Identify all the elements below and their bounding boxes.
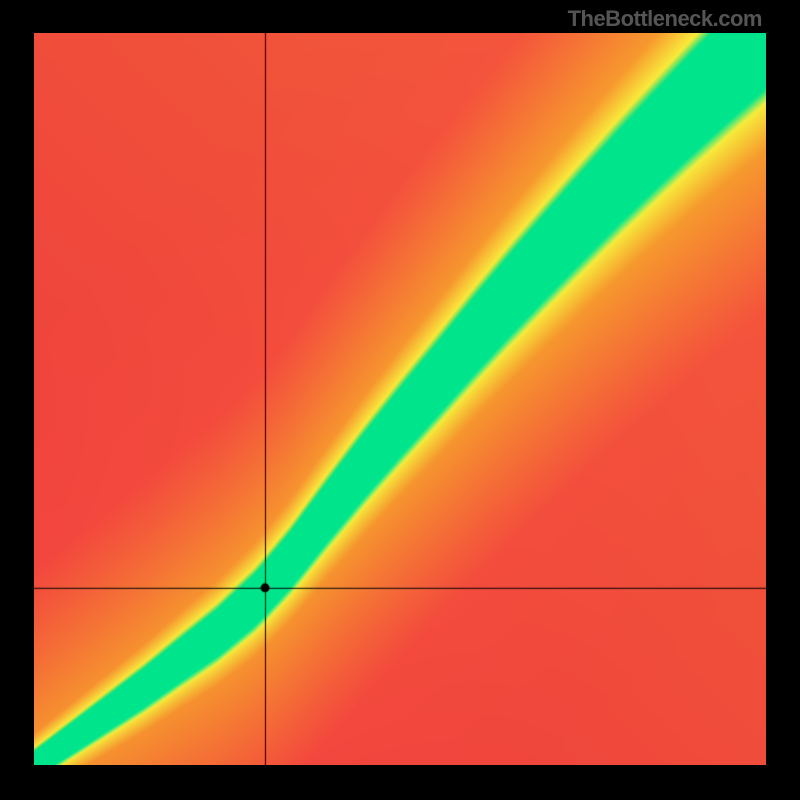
heatmap-plot	[34, 33, 766, 765]
watermark-text: TheBottleneck.com	[568, 6, 762, 32]
